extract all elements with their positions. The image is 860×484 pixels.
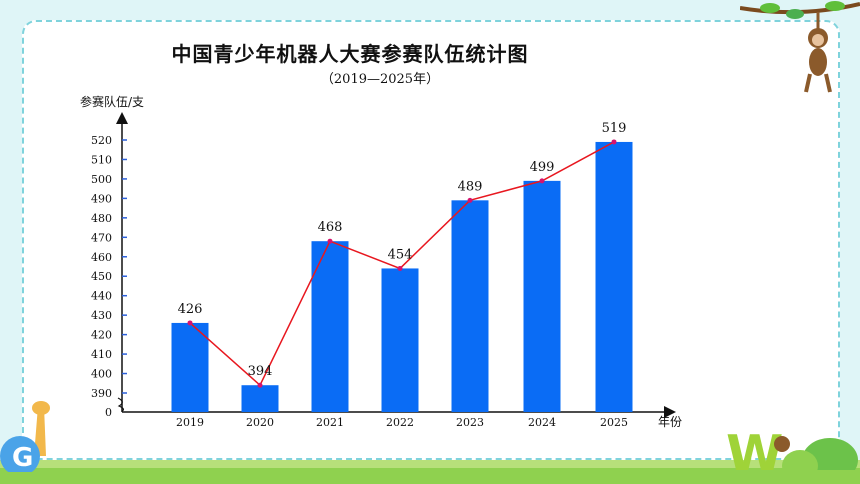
- trend-point: [327, 238, 333, 244]
- x-axis-label: 年份: [658, 415, 683, 429]
- bar: [171, 322, 209, 412]
- data-label: 426: [178, 302, 203, 317]
- x-tick-label: 2023: [456, 416, 484, 429]
- y-tick-label: 510: [91, 153, 112, 166]
- y-tick-label: 430: [91, 309, 112, 322]
- y-tick-label: 440: [91, 290, 112, 303]
- bar: [595, 141, 633, 412]
- bar: [381, 268, 419, 412]
- data-label: 489: [458, 179, 483, 194]
- x-tick-label: 2021: [316, 416, 344, 429]
- x-tick-label: 2025: [600, 416, 628, 429]
- y-tick-label: 400: [91, 368, 112, 381]
- trend-point: [187, 320, 193, 326]
- y-tick-label: 490: [91, 192, 112, 205]
- data-label: 468: [318, 220, 343, 235]
- y-tick-label: 410: [91, 348, 112, 361]
- data-label: 394: [248, 364, 273, 379]
- x-tick-label: 2019: [176, 416, 204, 429]
- y-tick-label: 0: [105, 406, 112, 419]
- y-tick-label: 460: [91, 251, 112, 264]
- trend-point: [397, 265, 403, 271]
- y-tick-label: 470: [91, 231, 112, 244]
- data-label: 454: [388, 247, 413, 262]
- svg-text:G: G: [12, 443, 33, 473]
- grass-strip: [0, 460, 860, 470]
- x-tick-label: 2020: [246, 416, 274, 429]
- y-tick-label: 450: [91, 270, 112, 283]
- grass-ground: [0, 468, 860, 484]
- axis-break-mark: [117, 397, 125, 412]
- bar: [451, 200, 489, 412]
- giraffe-icon: G: [0, 401, 80, 484]
- y-tick-label: 520: [91, 134, 112, 147]
- y-tick-label: 420: [91, 329, 112, 342]
- data-label: 499: [530, 160, 555, 175]
- trend-point: [257, 382, 263, 388]
- x-tick-label: 2024: [528, 416, 556, 429]
- chart-frame: [22, 20, 840, 460]
- y-tick-label: 390: [91, 387, 112, 400]
- trend-point: [467, 197, 473, 203]
- bar: [241, 385, 279, 412]
- trend-point: [539, 178, 545, 184]
- monkey-icon: [740, 1, 860, 93]
- chart-title: 中国青少年机器人大赛参赛队伍统计图: [171, 42, 529, 66]
- y-axis-label: 参赛队伍/支: [80, 95, 145, 109]
- y-tick-label: 500: [91, 173, 112, 186]
- x-tick-label: 2022: [386, 416, 414, 429]
- y-tick-label: 480: [91, 212, 112, 225]
- bar: [311, 241, 349, 412]
- bar: [523, 180, 561, 412]
- trend-point: [611, 139, 617, 145]
- data-label: 519: [602, 121, 627, 136]
- letter-w-icon: W: [720, 425, 860, 484]
- chart-subtitle: （2019—2025年）: [320, 72, 440, 87]
